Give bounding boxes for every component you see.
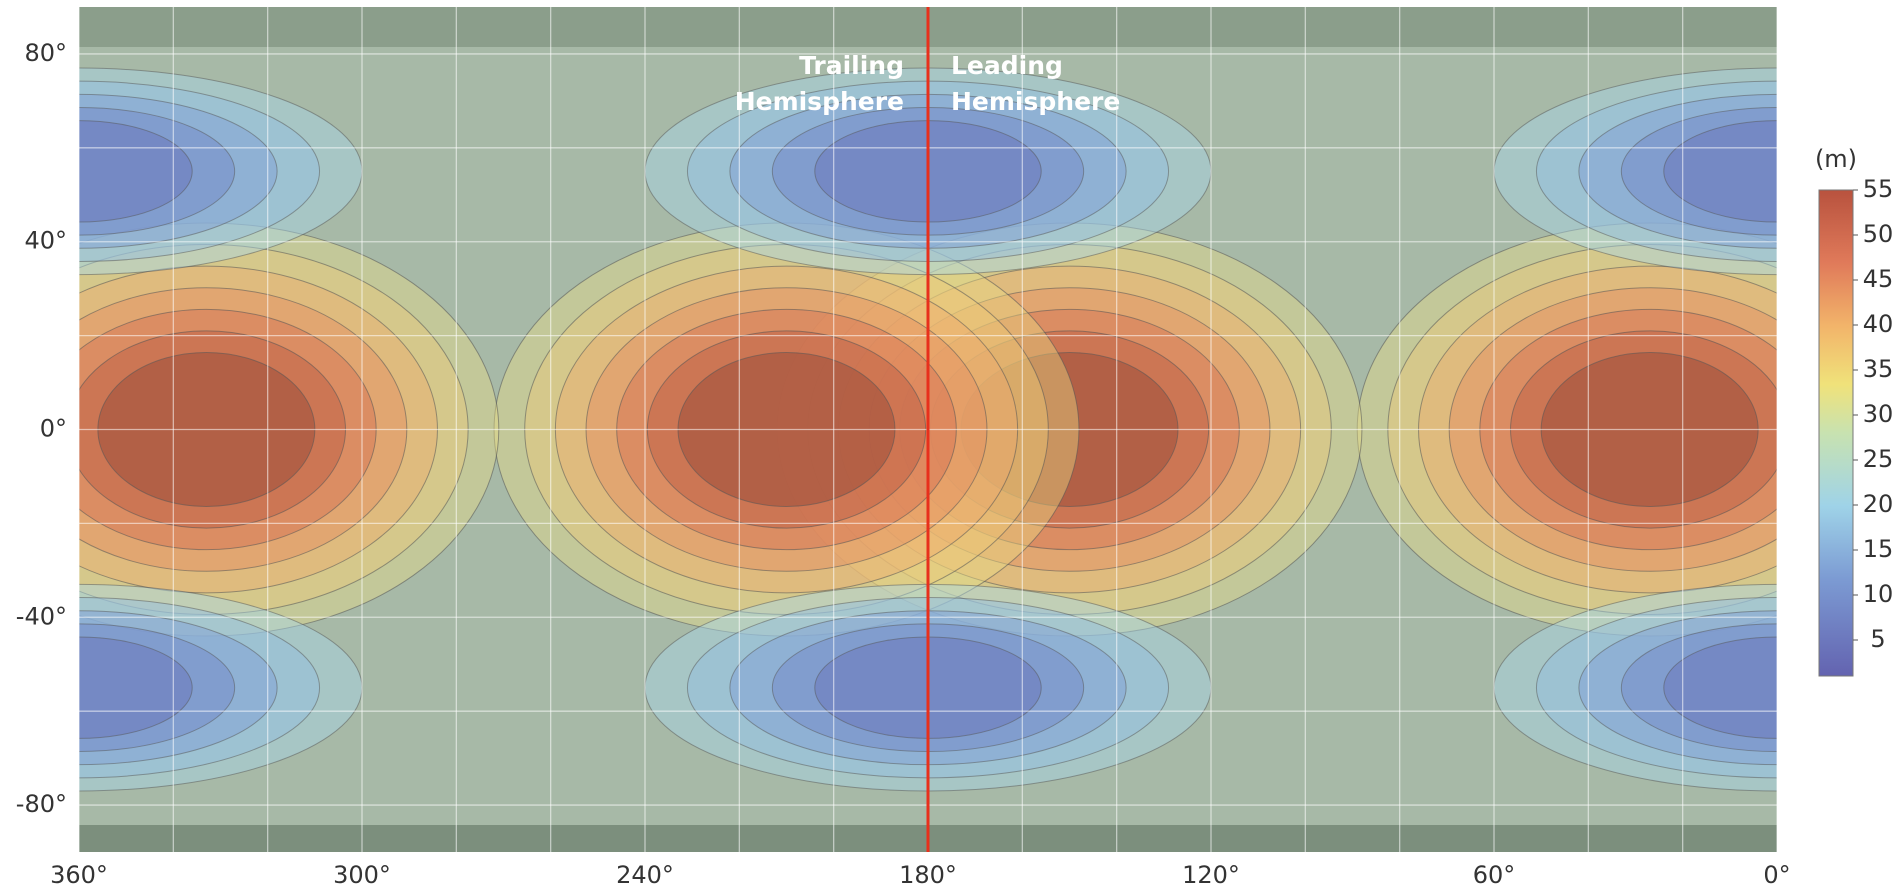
x-tick-label: 360° bbox=[50, 861, 108, 889]
colorbar-tick-label: 35 bbox=[1863, 355, 1894, 383]
colorbar-tick-label: 40 bbox=[1863, 310, 1894, 338]
x-tick-label: 0° bbox=[1763, 861, 1790, 889]
colorbar-tick-label: 20 bbox=[1863, 490, 1894, 518]
annotation: Trailing bbox=[799, 51, 904, 80]
colorbar-tick-label: 55 bbox=[1863, 175, 1894, 203]
colorbar-tick-label: 30 bbox=[1863, 400, 1894, 428]
colorbar-tick-label: 25 bbox=[1863, 445, 1894, 473]
colorbar-tick-label: 45 bbox=[1863, 265, 1894, 293]
annotation: Hemisphere bbox=[735, 87, 904, 116]
colorbar-label: (m) bbox=[1815, 145, 1857, 173]
colorbar bbox=[1819, 190, 1853, 676]
y-tick-label: 0° bbox=[40, 415, 67, 443]
page: Trailing Hemisphere Leading Hemisphere (… bbox=[0, 0, 1902, 894]
colorbar-tick-label: 10 bbox=[1863, 580, 1894, 608]
x-tick-label: 180° bbox=[899, 861, 957, 889]
y-tick-label: 80° bbox=[24, 39, 67, 67]
y-tick-label: 40° bbox=[24, 227, 67, 255]
y-tick-label: -80° bbox=[16, 790, 67, 818]
map-figure: Trailing Hemisphere Leading Hemisphere (… bbox=[0, 0, 1902, 894]
colorbar-tick-label: 15 bbox=[1863, 535, 1894, 563]
y-tick-label: -40° bbox=[16, 602, 67, 630]
x-tick-label: 120° bbox=[1182, 861, 1240, 889]
annotation: Hemisphere bbox=[951, 87, 1120, 116]
x-tick-label: 300° bbox=[333, 861, 391, 889]
colorbar-tick-label: 50 bbox=[1863, 220, 1894, 248]
colorbar-tick-label: 5 bbox=[1870, 625, 1885, 653]
x-tick-label: 240° bbox=[616, 861, 674, 889]
x-tick-label: 60° bbox=[1473, 861, 1516, 889]
annotation: Leading bbox=[951, 51, 1063, 80]
